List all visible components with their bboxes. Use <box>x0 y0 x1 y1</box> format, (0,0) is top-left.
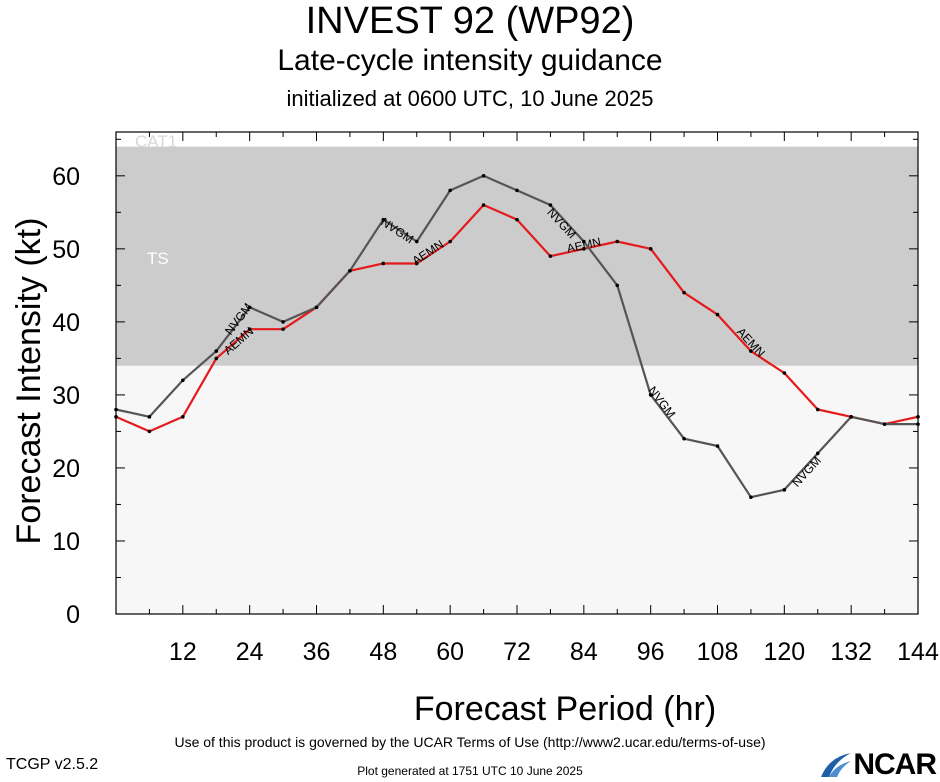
x-tick-label: 48 <box>369 638 397 666</box>
y-tick-label: 50 <box>52 236 80 264</box>
x-tick-label: 132 <box>830 638 872 666</box>
x-tick-label: 120 <box>763 638 805 666</box>
data-point-aemn <box>782 371 787 375</box>
y-tick-label: 30 <box>52 382 80 410</box>
data-point-aemn <box>515 217 519 222</box>
y-tick-label: 40 <box>52 309 80 337</box>
data-point-aemn <box>648 247 653 251</box>
x-tick-label: 60 <box>436 638 464 666</box>
data-point-nvgm <box>147 415 152 419</box>
data-point-nvgm <box>648 393 653 397</box>
chart-init-time: initialized at 0600 UTC, 10 June 2025 <box>286 86 654 111</box>
data-point-nvgm <box>481 174 486 178</box>
data-point-aemn <box>147 429 152 434</box>
y-tick-label: 0 <box>66 601 80 629</box>
data-point-aemn <box>448 239 452 244</box>
chart-subtitle: Late-cycle intensity guidance <box>277 44 663 77</box>
x-tick-label: 96 <box>637 638 665 666</box>
data-point-nvgm <box>582 239 586 244</box>
data-point-nvgm <box>916 422 920 426</box>
data-point-aemn <box>114 415 118 419</box>
version-label: TCGP v2.5.2 <box>6 756 99 773</box>
data-point-nvgm <box>381 217 386 222</box>
data-point-aemn <box>281 327 285 331</box>
data-point-nvgm <box>414 239 419 244</box>
data-point-aemn <box>381 261 386 266</box>
ncar-logo-text: NCAR <box>853 748 937 781</box>
chart-title: INVEST 92 (WP92) <box>305 0 635 42</box>
data-point-aemn <box>247 327 252 331</box>
data-point-nvgm <box>615 283 620 288</box>
x-axis-label: Forecast Period (hr) <box>414 690 716 728</box>
data-point-aemn <box>582 247 586 251</box>
data-point-aemn <box>916 415 920 419</box>
data-point-aemn <box>414 261 419 266</box>
y-tick-label: 10 <box>52 528 80 556</box>
data-point-nvgm <box>214 349 219 353</box>
data-point-aemn <box>715 312 720 317</box>
ncar-swoosh-icon <box>821 753 852 777</box>
x-tick-label: 24 <box>236 638 264 666</box>
data-point-nvgm <box>682 436 686 441</box>
data-point-nvgm <box>281 320 285 324</box>
data-point-aemn <box>181 415 185 419</box>
ncar-logo: NCAR <box>819 748 937 782</box>
data-point-aemn <box>682 290 686 295</box>
x-tick-label: 108 <box>697 638 739 666</box>
x-tick-label: 84 <box>570 638 598 666</box>
data-point-nvgm <box>314 305 319 310</box>
data-point-nvgm <box>348 268 352 273</box>
data-point-nvgm <box>749 495 753 499</box>
band-label-ts: TS <box>147 249 169 268</box>
data-point-aemn <box>815 407 820 412</box>
y-tick-label: 60 <box>52 163 80 191</box>
data-point-aemn <box>548 254 553 258</box>
data-point-nvgm <box>815 451 820 456</box>
x-tick-label: 12 <box>169 638 197 666</box>
data-point-nvgm <box>448 188 452 193</box>
data-point-nvgm <box>247 305 252 310</box>
data-point-nvgm <box>548 203 553 207</box>
x-tick-label: 72 <box>503 638 531 666</box>
data-point-aemn <box>214 356 219 361</box>
x-tick-label: 36 <box>303 638 331 666</box>
y-axis-label: Forecast Intensity (kt) <box>10 218 48 545</box>
data-point-nvgm <box>849 415 853 419</box>
data-point-nvgm <box>715 444 720 448</box>
data-point-nvgm <box>782 488 787 492</box>
y-tick-label: 20 <box>52 455 80 483</box>
data-point-nvgm <box>882 422 887 426</box>
data-point-aemn <box>749 349 753 353</box>
data-point-aemn <box>615 239 620 244</box>
data-point-nvgm <box>181 378 185 383</box>
terms-of-use-text: Use of this product is governed by the U… <box>174 734 766 750</box>
data-point-aemn <box>481 203 486 207</box>
band-label-cat1: CAT1 <box>135 132 177 151</box>
x-tick-label: 144 <box>897 638 939 666</box>
data-point-nvgm <box>515 188 519 193</box>
generated-time-text: Plot generated at 1751 UTC 10 June 2025 <box>357 764 583 778</box>
data-point-nvgm <box>114 407 118 412</box>
